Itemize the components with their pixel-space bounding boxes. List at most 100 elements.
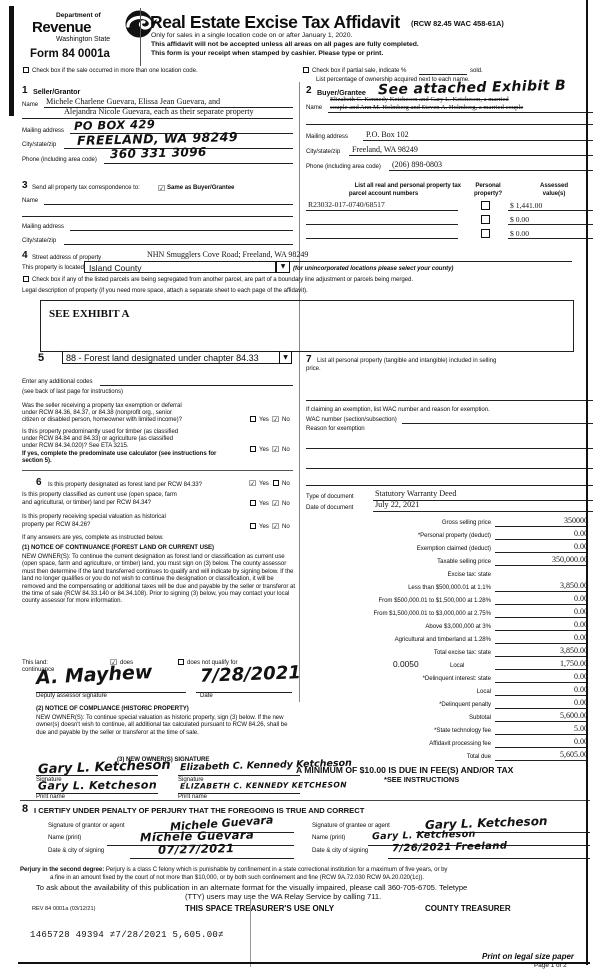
treasurer-space-label: THIS SPACE TREASURER'S USE ONLY bbox=[185, 904, 335, 913]
buyer-phone-value[interactable]: (206) 898-0803 bbox=[392, 160, 442, 169]
s5-q2-yes-checkbox[interactable] bbox=[250, 446, 256, 452]
buyer-mailing-value[interactable]: P.O. Box 102 bbox=[366, 130, 409, 139]
tax-value-14[interactable]: 5,600.00 bbox=[560, 711, 588, 720]
s5-q1-no-checkbox[interactable]: ☑ bbox=[272, 415, 280, 424]
grantee-name-value[interactable]: Gary L. Ketcheson bbox=[371, 828, 476, 843]
buyer-name-struck-1: Elizabeth C. Kennedy Ketcheson and Gary … bbox=[330, 96, 509, 103]
new-owner-2-print[interactable]: ELIZABETH C. KENNEDY KETCHESON bbox=[179, 780, 348, 791]
grantor-date-value[interactable]: 07/27/2021 bbox=[157, 841, 235, 857]
s5-q1-no-label: No bbox=[282, 416, 290, 423]
notice-2-title: (2) NOTICE OF COMPLIANCE (HISTORIC PROPE… bbox=[36, 705, 189, 712]
tax-label-10: Local bbox=[450, 662, 465, 669]
use-code-chevron-icon[interactable]: ▼ bbox=[279, 351, 292, 364]
s6-if-any-yes: If any answers are yes, complete as inst… bbox=[22, 534, 164, 541]
deputy-assessor-signature[interactable]: A. Mayhew bbox=[35, 660, 153, 690]
tax-value-3[interactable]: 350,000.00 bbox=[552, 555, 588, 564]
tax-value-16[interactable]: 0.00 bbox=[574, 737, 588, 746]
seller-phone-value[interactable]: 360 331 3096 bbox=[109, 144, 207, 162]
personal-property-checkbox-2[interactable] bbox=[481, 215, 490, 224]
new-owner-1-print[interactable]: Gary L. Ketcheson bbox=[37, 778, 158, 793]
does-not-qualify-checkbox[interactable] bbox=[178, 659, 184, 665]
legal-description-box[interactable]: SEE EXHIBIT A bbox=[40, 300, 574, 352]
tax-value-4[interactable]: 3,850.00 bbox=[560, 581, 588, 590]
parcel-col-header-1a: List all real and personal property tax bbox=[354, 182, 461, 189]
street-address-value[interactable]: NHN Smugglers Cove Road; Freeland, WA 98… bbox=[147, 250, 309, 259]
title-rcw-ref: (RCW 82.45 WAC 458-61A) bbox=[411, 19, 504, 28]
chevron-down-icon[interactable]: ▼ bbox=[276, 261, 290, 273]
multi-location-checkbox[interactable] bbox=[23, 67, 29, 73]
county-dropdown[interactable]: Island County bbox=[84, 261, 276, 273]
deputy-assessor-date-label: Date bbox=[200, 692, 213, 699]
form-number: Form 84 0001a bbox=[30, 48, 110, 60]
tax-label-5: From $500,000.01 to $1,500,000 at 1.28% bbox=[378, 597, 491, 604]
notice-1-title: (1) NOTICE OF CONTINUANCE (FOREST LAND O… bbox=[22, 544, 214, 551]
perjury-notice-2: a fine in an amount fixed by the court o… bbox=[50, 874, 424, 881]
s6-q2-no-checkbox[interactable]: ☑ bbox=[272, 499, 280, 508]
buyer-name-label: Name bbox=[306, 104, 323, 111]
seller-name-value-1[interactable]: Michele Charlene Guevara, Elissa Jean Gu… bbox=[46, 97, 221, 106]
tax-value-13[interactable]: 0.00 bbox=[574, 698, 588, 707]
grantor-sig-label: Signature of grantor or agent bbox=[48, 822, 125, 829]
parcel-col-header-2a: Personal bbox=[475, 182, 501, 189]
type-of-document-value[interactable]: Statutory Warranty Deed bbox=[375, 489, 457, 498]
same-as-buyer-checkmark[interactable]: ☑ bbox=[158, 184, 166, 193]
s6-q1-no-checkbox[interactable] bbox=[273, 480, 279, 486]
s6-q2-yes-checkbox[interactable] bbox=[250, 500, 256, 506]
tax-value-6[interactable]: 0.00 bbox=[574, 607, 588, 616]
s5-q1-yes-checkbox[interactable] bbox=[250, 416, 256, 422]
section-4-number: 4 bbox=[22, 250, 28, 261]
s5-q2-line1: Is this property predominantly used for … bbox=[22, 428, 179, 435]
tax-label-13: *Delinquent penalty bbox=[439, 701, 491, 708]
tax-value-9[interactable]: 3,850.00 bbox=[560, 646, 588, 655]
header-sub-2: This affidavit will not be accepted unle… bbox=[151, 41, 419, 48]
type-of-document-label: Type of document bbox=[306, 493, 354, 500]
s6-q1-yes-checkbox[interactable]: ☑ bbox=[249, 479, 257, 488]
scan-edge-artifact bbox=[9, 6, 14, 116]
print-size-note: Print on legal size paper bbox=[482, 952, 575, 961]
s6-q3-no-checkbox[interactable]: ☑ bbox=[272, 522, 280, 531]
assessed-value-1[interactable]: $ 1,441.00 bbox=[510, 201, 543, 210]
treasurer-stamp: 1465728 49394 ≠7/28/2021 5,605.00≠ bbox=[30, 930, 224, 940]
tax-value-10[interactable]: 1,750.00 bbox=[560, 659, 588, 668]
tax-value-8[interactable]: 0.00 bbox=[574, 633, 588, 642]
s5-q1-yes-label: Yes bbox=[259, 416, 269, 423]
tax-value-2[interactable]: 0.00 bbox=[574, 542, 588, 551]
tax-value-0[interactable]: 350000 bbox=[564, 516, 588, 525]
tax-value-17[interactable]: 5,605.00 bbox=[560, 750, 588, 759]
notice-3-title: (3) NEW OWNER(S) SIGNATURE bbox=[117, 756, 210, 763]
parcel-number-1[interactable]: R23032-017-0740/68517 bbox=[308, 200, 385, 209]
personal-property-checkbox-3[interactable] bbox=[481, 229, 490, 238]
seller-name-value-2[interactable]: Alejandra Nicole Guevara, each as their … bbox=[64, 107, 254, 116]
tax-label-9: Total excise tax: state bbox=[433, 649, 491, 656]
deputy-assessor-date[interactable]: 7/28/2021 bbox=[199, 662, 302, 687]
does-qualify-checkbox[interactable]: ☑ bbox=[110, 658, 118, 667]
personal-property-checkbox-1[interactable] bbox=[481, 201, 490, 210]
tax-value-12[interactable]: 0.00 bbox=[574, 685, 588, 694]
tax-value-1[interactable]: 0.00 bbox=[574, 529, 588, 538]
new-owner-1-sig-label: Signature bbox=[36, 776, 62, 783]
segregation-checkbox[interactable] bbox=[23, 276, 29, 282]
s6-q3-yes-checkbox[interactable] bbox=[250, 523, 256, 529]
assessed-value-3[interactable]: $ 0.00 bbox=[510, 229, 529, 238]
tax-value-7[interactable]: 0.00 bbox=[574, 620, 588, 629]
seller-citystatezip-label: City/state/zip bbox=[22, 141, 57, 148]
use-code-dropdown[interactable]: 88 - Forest land designated under chapte… bbox=[62, 351, 280, 364]
tax-label-11: *Delinquent interest: state bbox=[422, 675, 491, 682]
tax-value-5[interactable]: 0.00 bbox=[574, 594, 588, 603]
date-of-document-value[interactable]: July 22, 2021 bbox=[375, 500, 420, 509]
s5-q2-no-checkbox[interactable]: ☑ bbox=[272, 445, 280, 454]
partial-sale-checkbox[interactable] bbox=[303, 67, 309, 73]
parcel-col-header-3a: Assessed bbox=[539, 182, 569, 189]
buyer-citystatezip-value[interactable]: Freeland, WA 98249 bbox=[352, 145, 418, 154]
assessed-value-2[interactable]: $ 0.00 bbox=[510, 215, 529, 224]
parcel-col-header-3b: value(s) bbox=[542, 190, 566, 197]
s6-q3-line1: Is this property receiving special valua… bbox=[22, 513, 166, 520]
tax-value-15[interactable]: 5.00 bbox=[574, 724, 588, 733]
section-1-title: Seller/Grantor bbox=[33, 87, 81, 96]
local-rate-value[interactable]: 0.0050 bbox=[393, 659, 419, 669]
dept-label: Department of bbox=[56, 12, 101, 19]
alt-format-notice-1: To ask about the availability of this pu… bbox=[36, 883, 468, 892]
tax-value-11[interactable]: 0.00 bbox=[574, 672, 588, 681]
grantee-date-value[interactable]: 7/26/2021 Freeland bbox=[391, 840, 508, 855]
tax-label-1: *Personal property (deduct) bbox=[417, 532, 491, 539]
